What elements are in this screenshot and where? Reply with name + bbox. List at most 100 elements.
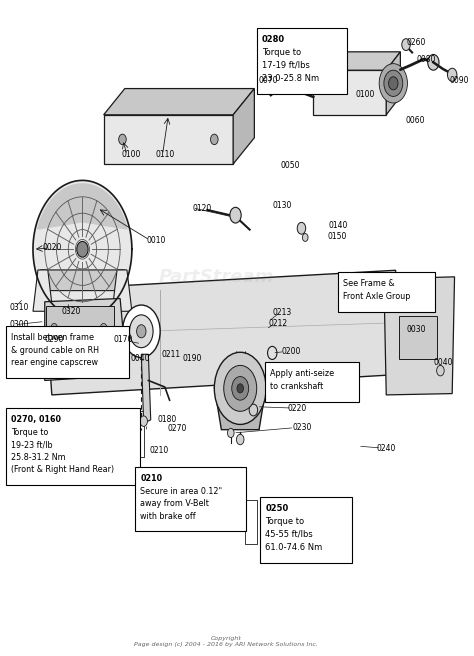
Text: 0150: 0150 bbox=[328, 232, 347, 241]
Text: 0120: 0120 bbox=[192, 204, 211, 213]
Text: 0040: 0040 bbox=[131, 354, 150, 363]
Polygon shape bbox=[45, 298, 127, 380]
Text: 0180: 0180 bbox=[158, 415, 177, 424]
Circle shape bbox=[100, 350, 107, 359]
Text: 0210: 0210 bbox=[140, 474, 163, 483]
FancyBboxPatch shape bbox=[399, 316, 437, 359]
Polygon shape bbox=[141, 354, 151, 423]
Polygon shape bbox=[313, 70, 386, 115]
Text: Front Axle Group: Front Axle Group bbox=[343, 292, 410, 301]
Text: 0260: 0260 bbox=[406, 38, 425, 47]
Text: 0020: 0020 bbox=[42, 243, 62, 253]
Circle shape bbox=[437, 365, 444, 376]
Polygon shape bbox=[33, 270, 53, 312]
Text: 61.0-74.6 Nm: 61.0-74.6 Nm bbox=[265, 543, 322, 552]
Text: 19-23 ft/lb: 19-23 ft/lb bbox=[11, 440, 53, 449]
Circle shape bbox=[249, 404, 258, 416]
Circle shape bbox=[100, 323, 107, 333]
FancyBboxPatch shape bbox=[260, 497, 352, 563]
Text: PartStream: PartStream bbox=[159, 268, 274, 286]
Polygon shape bbox=[40, 270, 125, 291]
Polygon shape bbox=[384, 277, 455, 395]
FancyBboxPatch shape bbox=[135, 467, 246, 531]
Text: 0300: 0300 bbox=[9, 320, 29, 329]
Circle shape bbox=[224, 365, 257, 411]
Circle shape bbox=[129, 315, 153, 348]
Text: Torque to: Torque to bbox=[262, 48, 301, 56]
Text: 0310: 0310 bbox=[9, 302, 29, 312]
FancyBboxPatch shape bbox=[264, 362, 359, 401]
Text: 0170: 0170 bbox=[113, 335, 132, 344]
Circle shape bbox=[447, 68, 457, 81]
Circle shape bbox=[384, 70, 403, 96]
Text: 0213: 0213 bbox=[272, 308, 292, 317]
Polygon shape bbox=[33, 180, 132, 318]
Text: (Front & Right Hand Rear): (Front & Right Hand Rear) bbox=[11, 465, 114, 474]
FancyBboxPatch shape bbox=[6, 326, 128, 378]
Text: 0070: 0070 bbox=[258, 76, 278, 85]
Polygon shape bbox=[45, 270, 396, 395]
FancyBboxPatch shape bbox=[46, 306, 114, 373]
Text: 0100: 0100 bbox=[356, 90, 375, 99]
Circle shape bbox=[389, 77, 398, 90]
Text: 0240: 0240 bbox=[377, 443, 396, 453]
Polygon shape bbox=[233, 89, 255, 164]
Circle shape bbox=[77, 241, 88, 257]
Text: Install betwen frame: Install betwen frame bbox=[11, 333, 94, 342]
Text: 0050: 0050 bbox=[281, 161, 300, 170]
Text: 0030: 0030 bbox=[406, 325, 426, 335]
Polygon shape bbox=[386, 52, 401, 115]
Text: 0190: 0190 bbox=[183, 354, 202, 363]
Text: 0110: 0110 bbox=[155, 150, 175, 159]
Polygon shape bbox=[214, 387, 266, 430]
FancyBboxPatch shape bbox=[6, 408, 140, 485]
Circle shape bbox=[122, 305, 160, 358]
Polygon shape bbox=[313, 52, 401, 70]
Circle shape bbox=[237, 434, 244, 445]
Circle shape bbox=[297, 222, 306, 234]
Circle shape bbox=[51, 350, 57, 359]
Circle shape bbox=[118, 134, 126, 144]
Text: 0060: 0060 bbox=[405, 116, 425, 125]
Text: 0140: 0140 bbox=[329, 220, 348, 230]
Text: 0090: 0090 bbox=[450, 75, 469, 85]
Text: 0270, 0160: 0270, 0160 bbox=[11, 415, 61, 424]
Circle shape bbox=[237, 384, 244, 393]
Text: 0211: 0211 bbox=[161, 350, 180, 359]
Text: Torque to: Torque to bbox=[265, 517, 304, 525]
Text: 0250: 0250 bbox=[265, 504, 289, 513]
Text: 23.0-25.8 Nm: 23.0-25.8 Nm bbox=[262, 73, 319, 83]
Text: away from V-Belt: away from V-Belt bbox=[140, 499, 209, 508]
Circle shape bbox=[140, 416, 147, 426]
Text: 0280: 0280 bbox=[262, 35, 285, 44]
Circle shape bbox=[137, 325, 146, 338]
Text: 25.8-31.2 Nm: 25.8-31.2 Nm bbox=[11, 453, 65, 462]
Text: 0220: 0220 bbox=[287, 403, 307, 413]
Circle shape bbox=[379, 64, 408, 103]
Text: 0010: 0010 bbox=[146, 236, 165, 245]
Circle shape bbox=[402, 39, 410, 51]
Text: 0210: 0210 bbox=[150, 446, 169, 455]
Circle shape bbox=[51, 323, 57, 333]
Text: Copyright
Page design (c) 2004 - 2016 by ARI Network Solutions Inc.: Copyright Page design (c) 2004 - 2016 by… bbox=[134, 636, 318, 647]
Text: See Frame &: See Frame & bbox=[343, 279, 394, 289]
Text: 0320: 0320 bbox=[61, 307, 81, 316]
Circle shape bbox=[302, 234, 308, 241]
Text: 0040: 0040 bbox=[433, 358, 453, 367]
Circle shape bbox=[210, 134, 218, 144]
Text: rear engine capscrew: rear engine capscrew bbox=[11, 358, 98, 367]
Circle shape bbox=[228, 428, 234, 438]
Text: 0270: 0270 bbox=[167, 424, 187, 433]
Text: Torque to: Torque to bbox=[11, 428, 48, 437]
Circle shape bbox=[232, 377, 249, 400]
Text: 0080: 0080 bbox=[417, 54, 436, 64]
Text: 0290: 0290 bbox=[45, 335, 64, 344]
Text: Secure in area 0.12": Secure in area 0.12" bbox=[140, 487, 222, 496]
Text: Apply anti-seize: Apply anti-seize bbox=[270, 369, 334, 379]
Text: 0212: 0212 bbox=[268, 319, 288, 328]
Text: 0200: 0200 bbox=[282, 347, 301, 356]
Circle shape bbox=[428, 54, 439, 70]
Text: with brake off: with brake off bbox=[140, 512, 196, 521]
Text: 45-55 ft/lbs: 45-55 ft/lbs bbox=[265, 529, 313, 539]
Polygon shape bbox=[38, 184, 127, 229]
